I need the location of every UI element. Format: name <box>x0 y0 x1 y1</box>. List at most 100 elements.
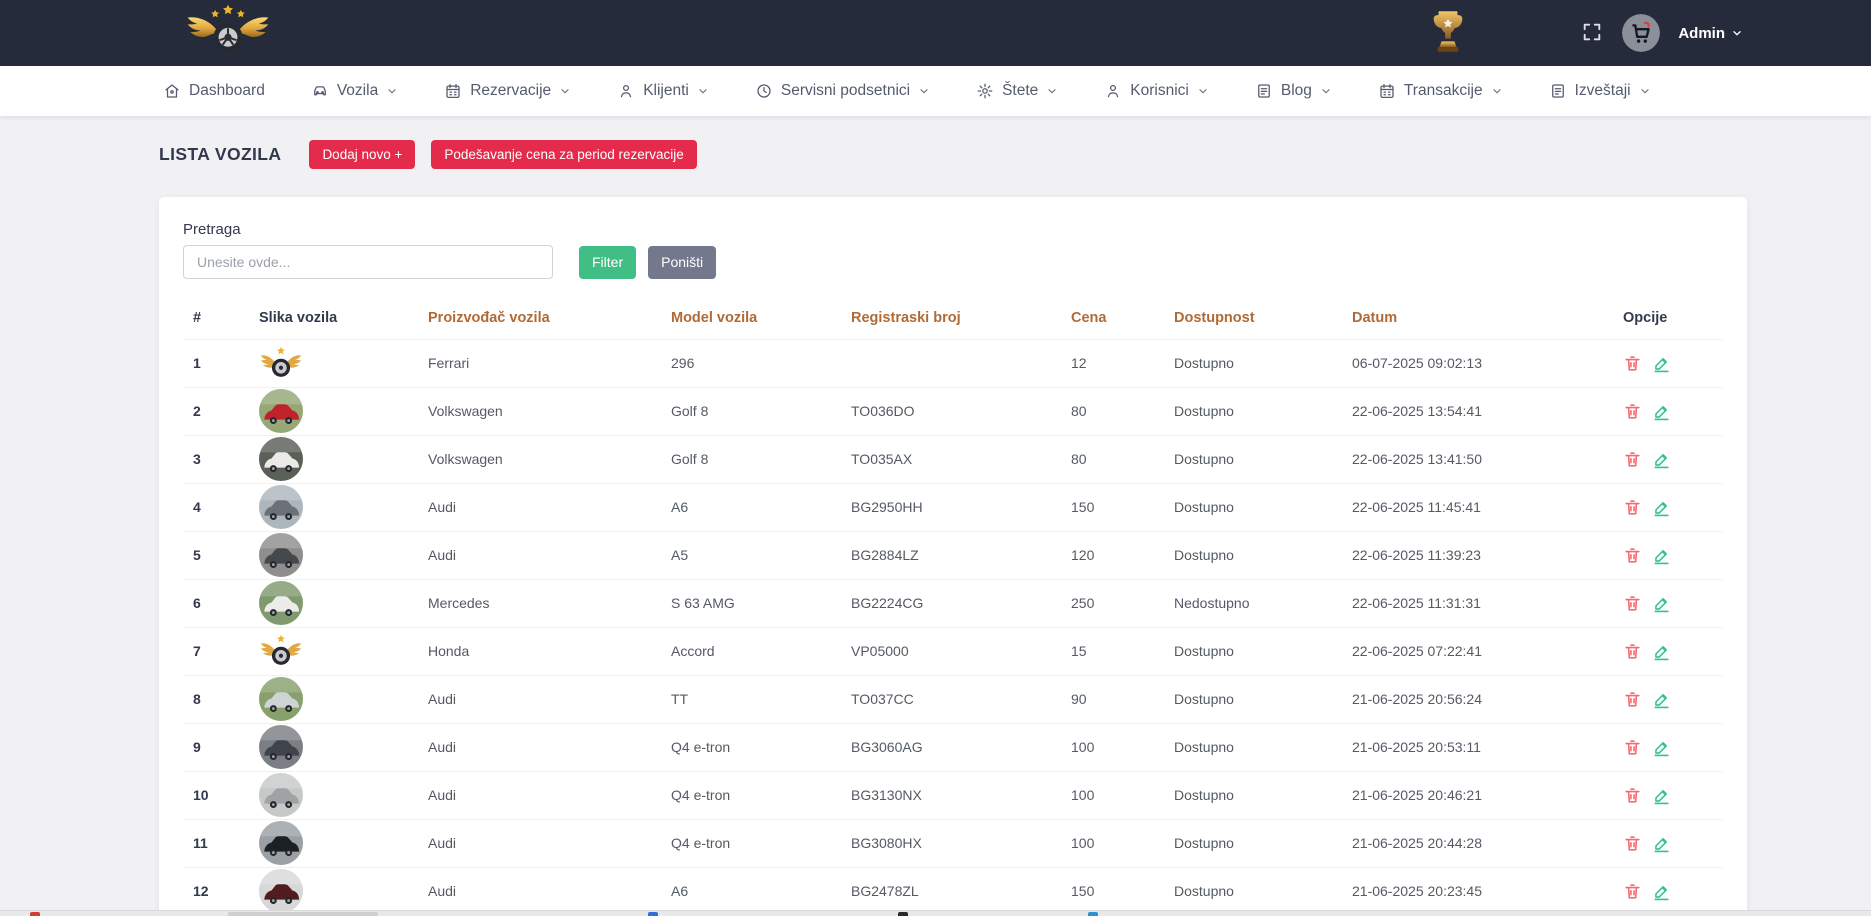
nav-label: Blog <box>1280 82 1312 99</box>
edit-button[interactable] <box>1652 834 1671 853</box>
column-header-date[interactable]: Datum <box>1342 297 1613 340</box>
cell-date: 22-06-2025 11:39:23 <box>1342 531 1613 580</box>
cell-availability: Nedostupno <box>1164 579 1342 628</box>
delete-button[interactable] <box>1623 882 1642 901</box>
delete-button[interactable] <box>1623 738 1642 757</box>
cell-availability: Dostupno <box>1164 627 1342 676</box>
vehicle-image[interactable] <box>259 533 303 577</box>
chevron-down-icon <box>386 85 398 97</box>
delete-button[interactable] <box>1623 498 1642 517</box>
delete-button[interactable] <box>1623 786 1642 805</box>
edit-button[interactable] <box>1652 738 1671 757</box>
nav-item-transakcije[interactable]: Transakcije <box>1378 82 1503 100</box>
vehicle-image[interactable] <box>259 389 303 433</box>
cell-index: 10 <box>183 771 249 820</box>
filter-button[interactable]: Filter <box>579 245 637 279</box>
vehicle-image[interactable] <box>259 725 303 769</box>
add-new-button[interactable]: Dodaj novo + <box>309 140 416 169</box>
cell-model: Q4 e-tron <box>661 771 841 820</box>
table-row: 6 Mercedes S 63 AMG BG2224CG 250 Nedostupno 2… <box>183 579 1723 628</box>
cell-manufacturer: Audi <box>418 531 661 580</box>
edit-button[interactable] <box>1652 642 1671 661</box>
reset-button[interactable]: Poništi <box>648 245 717 279</box>
column-header-availability[interactable]: Dostupnost <box>1164 297 1342 340</box>
vehicle-image[interactable] <box>259 677 303 721</box>
delete-button[interactable] <box>1623 546 1642 565</box>
delete-button[interactable] <box>1623 834 1642 853</box>
nav-item-dashboard[interactable]: Dashboard <box>163 82 265 100</box>
cell-price: 120 <box>1061 531 1164 580</box>
nav-label: Korisnici <box>1130 82 1189 99</box>
cell-plate: BG2884LZ <box>841 531 1061 580</box>
delete-button[interactable] <box>1623 354 1642 373</box>
edit-button[interactable] <box>1652 450 1671 469</box>
delete-button[interactable] <box>1623 642 1642 661</box>
column-header-price[interactable]: Cena <box>1061 297 1164 340</box>
cell-index: 12 <box>183 867 249 916</box>
cell-model: TT <box>661 675 841 724</box>
nav-item-blog[interactable]: Blog <box>1255 82 1332 100</box>
nav-item-servisni-podsetnici[interactable]: Servisni podsetnici <box>755 82 930 100</box>
vehicle-image[interactable] <box>259 485 303 529</box>
avatar[interactable] <box>1622 14 1661 52</box>
cell-date: 06-07-2025 09:02:13 <box>1342 339 1613 388</box>
nav-item-klijenti[interactable]: Klijenti <box>617 82 709 100</box>
table-row: 3 Volkswagen Golf 8 TO035AX 80 Dostupno 22-06… <box>183 435 1723 484</box>
search-row: Filter Poništi <box>183 245 1723 279</box>
cell-model: Accord <box>661 627 841 676</box>
edit-button[interactable] <box>1652 498 1671 517</box>
clock-icon <box>755 82 773 100</box>
taskbar-icon-fragment <box>898 912 908 916</box>
topbar: Admin <box>0 0 1871 66</box>
nav-item-stete[interactable]: Štete <box>976 82 1058 100</box>
cell-date: 21-06-2025 20:53:11 <box>1342 723 1613 772</box>
vehicle-image[interactable] <box>259 581 303 625</box>
vehicle-image[interactable] <box>259 437 303 481</box>
cell-options <box>1613 675 1723 724</box>
vehicle-image[interactable] <box>259 773 303 817</box>
edit-button[interactable] <box>1652 354 1671 373</box>
nav-item-rezervacije[interactable]: Rezervacije <box>444 82 571 100</box>
edit-button[interactable] <box>1652 690 1671 709</box>
edit-button[interactable] <box>1652 402 1671 421</box>
edit-button[interactable] <box>1652 882 1671 901</box>
cell-options <box>1613 387 1723 436</box>
vehicle-image[interactable] <box>259 629 303 673</box>
column-header-manufacturer[interactable]: Proizvođač vozila <box>418 297 661 340</box>
nav-item-izvestaji[interactable]: Izveštaji <box>1549 82 1651 100</box>
user-icon <box>617 82 635 100</box>
cell-index: 6 <box>183 579 249 628</box>
delete-button[interactable] <box>1623 402 1642 421</box>
nav-item-vozila[interactable]: Vozila <box>311 82 398 100</box>
cell-plate <box>841 339 1061 388</box>
edit-button[interactable] <box>1652 594 1671 613</box>
price-settings-button[interactable]: Podešavanje cena za period rezervacije <box>431 140 697 169</box>
fullscreen-icon[interactable] <box>1580 21 1604 45</box>
edit-button[interactable] <box>1652 546 1671 565</box>
admin-menu[interactable]: Admin <box>1678 25 1743 42</box>
delete-button[interactable] <box>1623 450 1642 469</box>
cell-options <box>1613 531 1723 580</box>
taskbar-sliver[interactable] <box>0 910 1871 916</box>
cell-manufacturer: Volkswagen <box>418 387 661 436</box>
vehicle-image[interactable] <box>259 341 303 385</box>
delete-button[interactable] <box>1623 690 1642 709</box>
edit-button[interactable] <box>1652 786 1671 805</box>
delete-button[interactable] <box>1623 594 1642 613</box>
brand-logo[interactable] <box>185 3 271 63</box>
trophy-icon[interactable] <box>1432 7 1464 57</box>
cell-model: Q4 e-tron <box>661 819 841 868</box>
chevron-down-icon <box>559 85 571 97</box>
column-header-model[interactable]: Model vozila <box>661 297 841 340</box>
vehicle-image[interactable] <box>259 821 303 865</box>
page-title: LISTA VOZILA <box>159 144 282 164</box>
nav-item-korisnici[interactable]: Korisnici <box>1104 82 1209 100</box>
cell-options <box>1613 867 1723 916</box>
vehicle-image[interactable] <box>259 869 303 913</box>
cell-index: 5 <box>183 531 249 580</box>
column-header-plate[interactable]: Registraski broj <box>841 297 1061 340</box>
search-input[interactable] <box>183 245 553 279</box>
table-row: 7 Honda Accord VP05000 15 Dostupno 22-06-2025… <box>183 627 1723 676</box>
cell-image <box>249 435 418 484</box>
